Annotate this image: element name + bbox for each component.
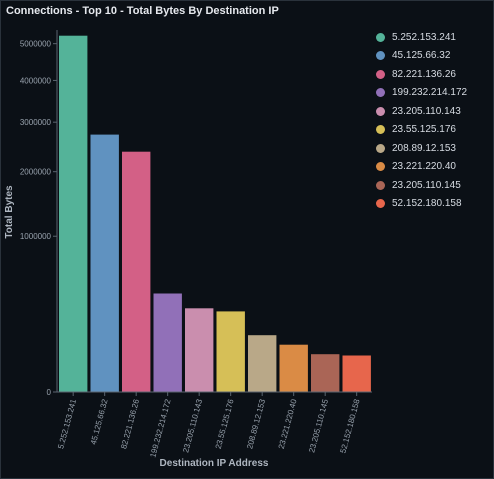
- legend-item[interactable]: 82.221.136.26: [376, 65, 490, 84]
- x-tick-label: 5.252.153.241: [56, 398, 78, 450]
- y-axis: 0 1000000 2000000 3000000 4000000 5000000: [20, 30, 58, 397]
- legend-item[interactable]: 199.232.214.172: [376, 84, 490, 103]
- bar[interactable]: [59, 35, 88, 392]
- legend-item[interactable]: 52.152.180.158: [376, 195, 490, 214]
- legend-item[interactable]: 23.55.125.176: [376, 121, 490, 140]
- y-tick-label: 1000000: [20, 232, 52, 241]
- bar[interactable]: [185, 308, 214, 392]
- legend-item[interactable]: 45.125.66.32: [376, 47, 490, 66]
- legend-swatch-icon: [376, 51, 385, 61]
- legend-swatch-icon: [376, 143, 385, 153]
- bar[interactable]: [90, 134, 119, 392]
- y-tick-label: 3000000: [20, 118, 52, 127]
- bar[interactable]: [122, 151, 151, 392]
- legend-label: 23.221.220.40: [392, 161, 456, 173]
- legend-label: 23.205.110.145: [392, 179, 461, 191]
- x-tick-label: 199.232.214.172: [148, 398, 172, 459]
- legend-label: 23.205.110.143: [392, 105, 461, 117]
- legend-label: 45.125.66.32: [392, 50, 451, 62]
- legend-label: 208.89.12.153: [392, 142, 456, 154]
- legend-swatch-icon: [376, 199, 385, 209]
- legend-swatch-icon: [376, 125, 385, 135]
- legend-item[interactable]: 208.89.12.153: [376, 139, 490, 158]
- bar[interactable]: [342, 355, 371, 393]
- legend-item[interactable]: 5.252.153.241: [376, 28, 490, 47]
- x-tick-label: 45.125.66.32: [89, 398, 110, 446]
- x-axis-label: Destination IP Address: [160, 458, 269, 469]
- legend-label: 199.232.214.172: [392, 87, 468, 99]
- legend-item[interactable]: 23.205.110.145: [376, 176, 490, 195]
- legend: 5.252.153.241 45.125.66.32 82.221.136.26 19…: [376, 28, 490, 213]
- bars: [59, 35, 371, 393]
- legend-label: 23.55.125.176: [392, 124, 456, 136]
- x-tick-label: 23.205.110.145: [307, 398, 330, 454]
- x-tick-label: 52.152.180.158: [339, 398, 362, 455]
- legend-swatch-icon: [376, 106, 385, 116]
- y-tick-label: 2000000: [20, 168, 52, 177]
- x-tick-label: 23.55.125.176: [214, 398, 236, 450]
- legend-item[interactable]: 23.205.110.143: [376, 102, 490, 121]
- y-tick-label: 4000000: [20, 76, 52, 85]
- y-tick-label: 0: [47, 388, 52, 397]
- y-tick-label: 5000000: [20, 40, 52, 49]
- legend-swatch-icon: [376, 180, 385, 190]
- legend-item[interactable]: 23.221.220.40: [376, 158, 490, 177]
- legend-swatch-icon: [376, 88, 385, 98]
- x-tick-label: 23.221.220.40: [277, 398, 299, 450]
- legend-label: 52.152.180.158: [392, 198, 462, 210]
- x-tick-label: 82.221.136.26: [119, 398, 141, 450]
- bar[interactable]: [311, 354, 340, 392]
- y-axis-label: Total Bytes: [4, 185, 15, 239]
- legend-swatch-icon: [376, 162, 385, 172]
- legend-label: 5.252.153.241: [392, 31, 456, 43]
- bar[interactable]: [216, 311, 245, 392]
- legend-swatch-icon: [376, 32, 385, 42]
- panel-title: Connections - Top 10 - Total Bytes By De…: [6, 5, 279, 17]
- bar[interactable]: [153, 293, 182, 393]
- bar[interactable]: [248, 335, 277, 392]
- bar[interactable]: [279, 344, 308, 392]
- legend-label: 82.221.136.26: [392, 68, 456, 80]
- x-axis: 5.252.153.241 45.125.66.32 82.221.136.26 19…: [56, 391, 372, 459]
- legend-swatch-icon: [376, 69, 385, 79]
- x-tick-label: 208.89.12.153: [245, 398, 267, 450]
- x-tick-label: 23.205.110.143: [181, 398, 204, 454]
